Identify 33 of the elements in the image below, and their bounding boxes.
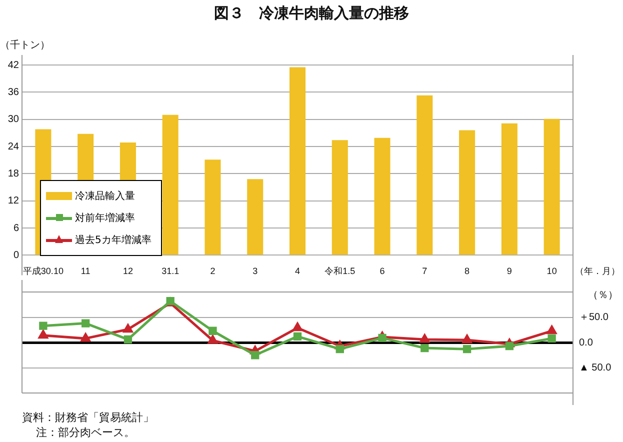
y-tick-label: ＋50.0 <box>579 312 609 323</box>
y-tick-label: 12 <box>8 196 20 207</box>
legend-label: 冷凍品輸入量 <box>75 190 135 203</box>
y-axis-title: （％） <box>588 289 618 302</box>
y-axis-title: （千トン） <box>0 38 50 52</box>
x-tick-label: 令和1.5 <box>324 266 356 276</box>
x-tick-label: 平成30.10 <box>22 266 64 276</box>
y-tick-label: 0 <box>13 250 20 261</box>
y-tick-label: ▲ 50.0 <box>579 362 612 374</box>
x-tick-label: 31.1 <box>162 266 180 276</box>
y-tick-label: 18 <box>8 168 20 180</box>
x-tick-label: 3 <box>252 266 258 276</box>
x-tick-label: 12 <box>122 266 133 276</box>
legend-label: 対前年増減率 <box>75 212 135 225</box>
y-tick-label: 0.0 <box>579 337 594 348</box>
y-tick-label: 36 <box>8 86 20 98</box>
x-tick-label: 9 <box>506 266 512 276</box>
x-tick-label: 6 <box>380 266 385 276</box>
y-tick-label: 24 <box>8 141 20 152</box>
y-tick-label: 30 <box>8 114 20 126</box>
legend-label: 過去5カ年増減率 <box>75 234 152 247</box>
x-tick-label: 2 <box>210 266 216 276</box>
chart-title: 図３ 冷凍牛肉輸入量の推移 <box>213 4 410 23</box>
x-tick-label: 4 <box>294 266 300 276</box>
x-axis-title: （年．月） <box>575 266 620 278</box>
x-tick-label: 7 <box>422 266 428 276</box>
x-tick-label: 10 <box>546 266 557 276</box>
x-tick-label: 8 <box>464 266 470 276</box>
text: 資料：財務省「貿易統計」 <box>22 410 154 425</box>
y-tick-label: 6 <box>13 222 20 234</box>
x-tick-label: 11 <box>80 266 90 276</box>
y-tick-label: 42 <box>8 60 20 71</box>
text: 注：部分肉ベース。 <box>36 425 135 440</box>
